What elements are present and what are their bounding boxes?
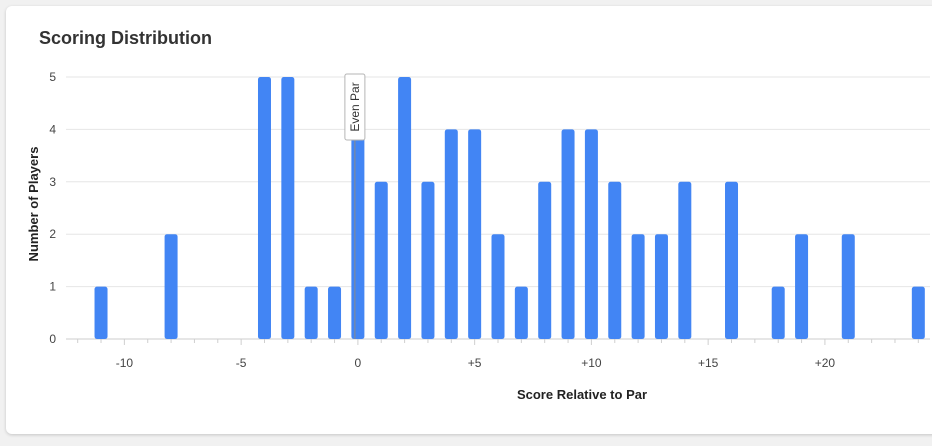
bar[interactable]	[374, 181, 388, 339]
bar[interactable]	[328, 286, 342, 339]
bar[interactable]	[421, 181, 435, 339]
y-axis: 0 1 2 3 4 5	[49, 70, 56, 346]
bar[interactable]	[281, 77, 295, 339]
chart-title: Scoring Distribution	[39, 28, 212, 48]
annotation-box	[344, 73, 366, 141]
bar[interactable]	[514, 286, 528, 339]
bars	[94, 77, 925, 339]
y-tick-label: 3	[49, 175, 56, 189]
x-axis: -10 -5 0 +5 +10 +15 +20	[77, 339, 919, 370]
x-tick-label: +10	[581, 356, 602, 370]
bar[interactable]	[491, 234, 505, 339]
bar[interactable]	[631, 234, 645, 339]
bar[interactable]	[608, 181, 622, 339]
y-tick-label: 2	[49, 227, 56, 241]
x-tick-label: -5	[236, 356, 247, 370]
x-tick-label: +15	[698, 356, 719, 370]
bar[interactable]	[257, 77, 271, 339]
bar[interactable]	[468, 129, 482, 339]
bar[interactable]	[351, 129, 365, 339]
x-tick-label: +5	[468, 356, 482, 370]
bar[interactable]	[584, 129, 598, 339]
y-tick-label: 5	[49, 70, 56, 84]
bar[interactable]	[164, 234, 178, 339]
bar[interactable]	[911, 286, 925, 339]
bar[interactable]	[795, 234, 809, 339]
y-tick-label: 0	[49, 332, 56, 346]
bar[interactable]	[538, 181, 552, 339]
y-tick-label: 4	[49, 122, 56, 136]
x-axis-title: Score Relative to Par	[517, 387, 647, 402]
y-tick-label: 1	[49, 280, 56, 294]
bar[interactable]	[678, 181, 692, 339]
y-axis-title: Number of Players	[26, 147, 41, 262]
bar[interactable]	[841, 234, 855, 339]
bar[interactable]	[444, 129, 458, 339]
x-tick-label: 0	[355, 356, 362, 370]
even-par-annotation: Even Par	[344, 73, 366, 339]
bar[interactable]	[771, 286, 785, 339]
annotation-label: Even Par	[348, 82, 362, 131]
x-tick-label: +20	[815, 356, 836, 370]
bar[interactable]	[94, 286, 108, 339]
bar[interactable]	[654, 234, 668, 339]
x-tick-label: -10	[116, 356, 134, 370]
bar[interactable]	[304, 286, 318, 339]
bar[interactable]	[725, 181, 739, 339]
bar[interactable]	[561, 129, 575, 339]
bar[interactable]	[398, 77, 412, 339]
